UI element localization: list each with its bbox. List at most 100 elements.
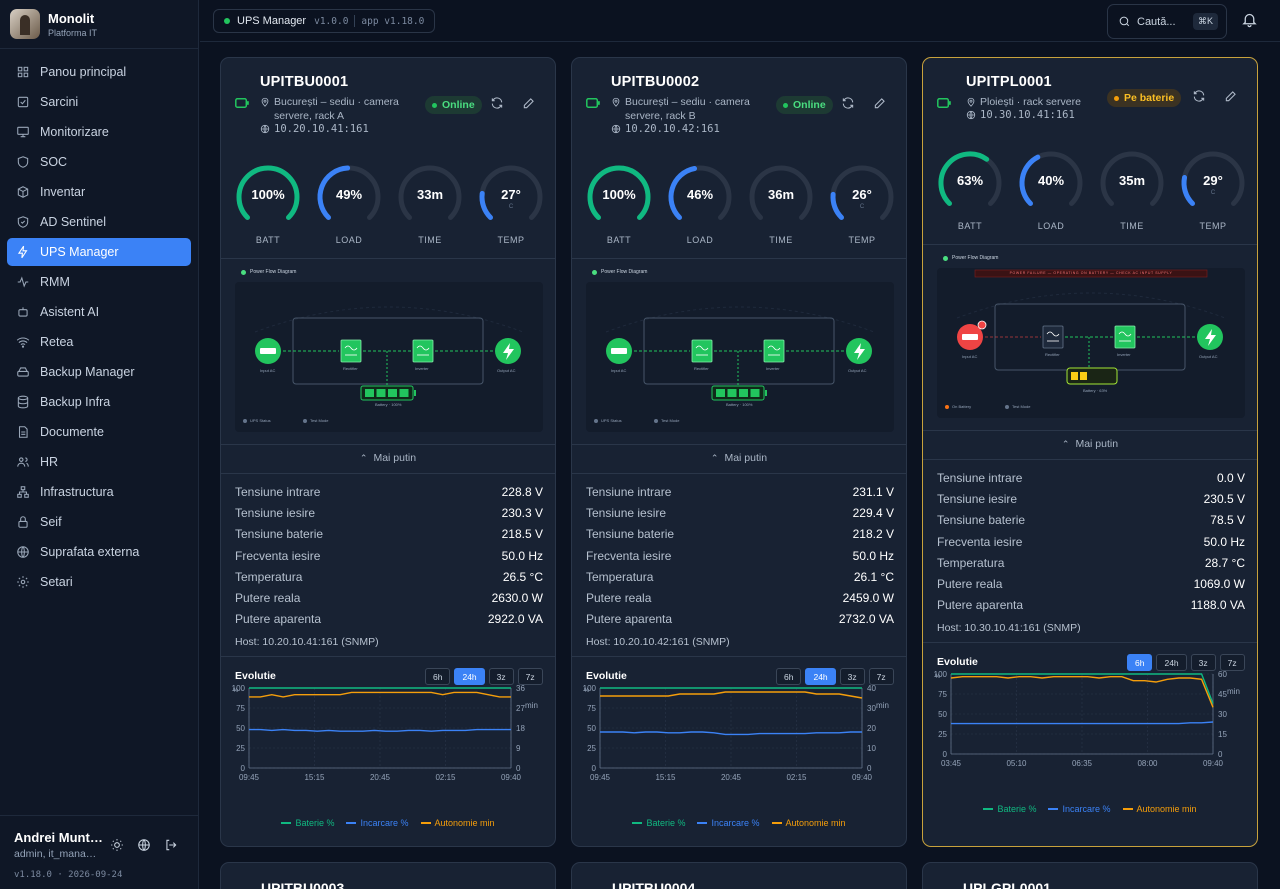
ups-card: UPLGPL0001 xyxy=(922,862,1258,889)
legend-load[interactable]: Incarcare % xyxy=(697,818,760,828)
ups-name[interactable]: UPITBU0003 xyxy=(261,880,345,889)
power-flow-diagram: Input AC Rectifier Inverter Output AC Batter… xyxy=(235,282,543,432)
metric-value: 1069.0 W xyxy=(1193,577,1245,592)
language-globe-icon[interactable] xyxy=(137,838,151,855)
flow-input-label: Input AC xyxy=(611,368,627,373)
sidebar-item-setari[interactable]: Setari xyxy=(7,568,191,596)
range-7z-button[interactable]: 7z xyxy=(517,668,543,685)
edit-icon[interactable] xyxy=(1224,89,1238,106)
gauge-batt: 63% xyxy=(937,150,1003,216)
collapse-toggle[interactable]: ⌃ Mai putin xyxy=(1061,438,1119,450)
range-3z-button[interactable]: 3z xyxy=(488,668,514,685)
y-left-tick: 50 xyxy=(938,710,947,719)
search-button[interactable]: Caută... ⌘K xyxy=(1107,4,1227,39)
metric-value: 28.7 °C xyxy=(1204,555,1245,570)
ups-name[interactable]: UPITBU0001 xyxy=(260,74,349,90)
sidebar-item-inventar[interactable]: Inventar xyxy=(7,178,191,206)
range-6h-button[interactable]: 6h xyxy=(776,668,802,685)
legend-battery[interactable]: Baterie % xyxy=(281,818,334,828)
x-tick: 02:15 xyxy=(435,773,456,782)
y-left-tick: 0 xyxy=(943,750,948,759)
sidebar-item-retea[interactable]: Retea xyxy=(7,328,191,356)
sidebar-item-ups-manager[interactable]: UPS Manager xyxy=(7,238,191,266)
y-left-unit: % xyxy=(233,688,239,694)
gauge-label: LOAD xyxy=(335,235,363,245)
ups-name[interactable]: UPITBU0004 xyxy=(612,880,696,889)
collapse-toggle[interactable]: ⌃ Mai putin xyxy=(359,452,417,464)
range-24h-button[interactable]: 24h xyxy=(1156,654,1187,671)
ups-name[interactable]: UPITBU0002 xyxy=(611,74,700,90)
metric-label: Tensiune baterie xyxy=(937,513,1026,528)
drive-icon xyxy=(17,367,29,377)
gauge-time: 36m xyxy=(748,164,814,230)
sidebar-item-backup-manager[interactable]: Backup Manager xyxy=(7,358,191,386)
range-6h-button[interactable]: 6h xyxy=(425,668,451,685)
y-left-tick: 25 xyxy=(587,744,596,753)
sidebar-item-backup-infra[interactable]: Backup Infra xyxy=(7,388,191,416)
metric-label: Temperatura xyxy=(937,555,1005,570)
legend-load[interactable]: Incarcare % xyxy=(1048,804,1111,814)
brand[interactable]: Monolit Platforma IT xyxy=(0,0,198,49)
sidebar-item-rmm[interactable]: RMM xyxy=(7,268,191,296)
edit-icon[interactable] xyxy=(522,96,536,113)
power-failure-alert: POWER FAILURE — OPERATING ON BATTERY — C… xyxy=(1009,271,1173,275)
gauge-unit: C xyxy=(1210,190,1216,196)
legend-runtime[interactable]: Autonomie min xyxy=(1122,804,1197,814)
sidebar-item-panou-principal[interactable]: Panou principal xyxy=(7,58,191,86)
flow-input-label: Input AC xyxy=(260,368,276,373)
refresh-icon[interactable] xyxy=(490,96,504,113)
legend-battery[interactable]: Baterie % xyxy=(983,804,1036,814)
range-3z-button[interactable]: 3z xyxy=(839,668,865,685)
metric-label: Putere aparenta xyxy=(235,612,322,627)
logout-icon[interactable] xyxy=(164,838,178,855)
evolution-chart: 0 25 50 75 100 0 15 30 45 60 03:45 05:10 06:35 08:00 0… xyxy=(934,670,1240,768)
refresh-icon[interactable] xyxy=(1192,89,1206,106)
y-right-unit: min xyxy=(525,701,538,710)
evolution-chart: 0 25 50 75 100 0 9 18 27 36 09:45 15:15 20:45 02:15 09… xyxy=(232,684,538,782)
module-chip[interactable]: UPS Manager v1.0.0 app v1.18.0 xyxy=(213,9,436,33)
ups-name[interactable]: UPLGPL0001 xyxy=(963,880,1051,889)
legend-load[interactable]: Incarcare % xyxy=(346,818,409,828)
theme-toggle-icon[interactable] xyxy=(110,838,124,855)
metric-row: Putere reala 2459.0 W xyxy=(586,587,894,608)
gauge-value: 100% xyxy=(251,187,285,202)
range-3z-button[interactable]: 3z xyxy=(1190,654,1216,671)
flow-battery-label: Battery · 100% xyxy=(375,402,402,407)
legend-runtime[interactable]: Autonomie min xyxy=(771,818,846,828)
y-right-tick: 60 xyxy=(1218,670,1227,679)
collapse-toggle[interactable]: ⌃ Mai putin xyxy=(710,452,768,464)
sidebar-item-hr[interactable]: HR xyxy=(7,448,191,476)
sidebar-item-sarcini[interactable]: Sarcini xyxy=(7,88,191,116)
range-24h-button[interactable]: 24h xyxy=(454,668,485,685)
sidebar-item-monitorizare[interactable]: Monitorizare xyxy=(7,118,191,146)
range-7z-button[interactable]: 7z xyxy=(1219,654,1245,671)
sidebar-item-ad-sentinel[interactable]: AD Sentinel xyxy=(7,208,191,236)
refresh-icon[interactable] xyxy=(841,96,855,113)
flow-battery-label: Battery · 100% xyxy=(726,402,753,407)
metric-value: 50.0 Hz xyxy=(852,548,894,563)
flow-title: Power Flow Diagram xyxy=(943,255,998,261)
range-7z-button[interactable]: 7z xyxy=(868,668,894,685)
runtime-series-line xyxy=(249,691,511,698)
legend-runtime[interactable]: Autonomie min xyxy=(420,818,495,828)
sidebar-item-suprafata-externa[interactable]: Suprafata externa xyxy=(7,538,191,566)
gauge-value: 33m xyxy=(416,187,444,202)
sidebar-item-label: RMM xyxy=(40,275,70,289)
edit-icon[interactable] xyxy=(873,96,887,113)
range-6h-button[interactable]: 6h xyxy=(1127,654,1153,671)
metric-label: Putere reala xyxy=(937,577,1003,592)
sidebar-item-asistent-ai[interactable]: Asistent AI xyxy=(7,298,191,326)
notifications-bell-icon[interactable] xyxy=(1241,11,1258,31)
ups-name[interactable]: UPITPL0001 xyxy=(966,74,1052,90)
legend-battery[interactable]: Baterie % xyxy=(632,818,685,828)
network-icon xyxy=(17,486,29,498)
metric-row: Frecventa iesire 50.0 Hz xyxy=(235,545,543,566)
range-24h-button[interactable]: 24h xyxy=(805,668,836,685)
metric-row: Tensiune intrare 228.8 V xyxy=(235,481,543,502)
sidebar-item-infrastructura[interactable]: Infrastructura xyxy=(7,478,191,506)
sidebar-item-documente[interactable]: Documente xyxy=(7,418,191,446)
sidebar-item-soc[interactable]: SOC xyxy=(7,148,191,176)
sidebar-item-seif[interactable]: Seif xyxy=(7,508,191,536)
host-info: Host: 10.30.10.41:161 (SNMP) xyxy=(937,622,1081,634)
metric-value: 50.0 Hz xyxy=(501,548,543,563)
